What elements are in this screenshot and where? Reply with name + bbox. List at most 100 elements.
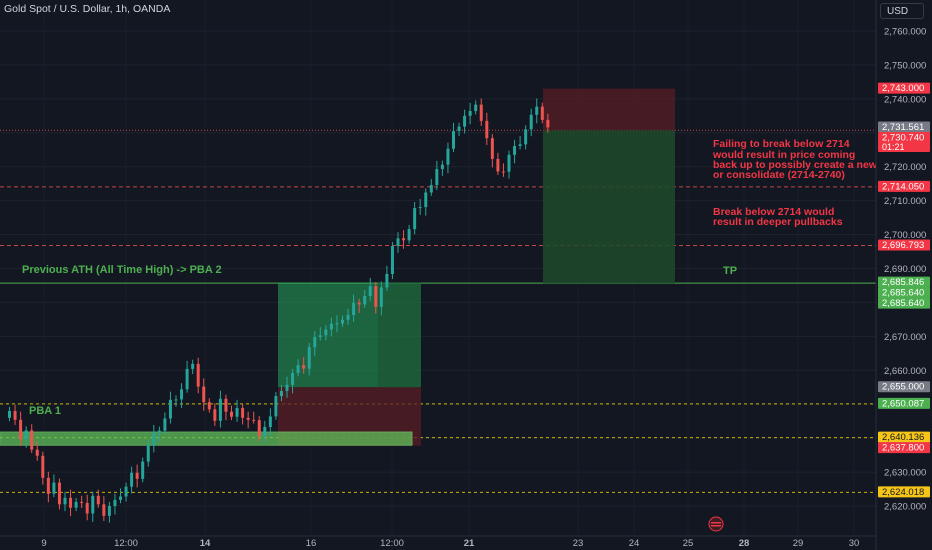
y-tick-label: 2,750.000 [884, 60, 926, 71]
candle-body [396, 238, 400, 247]
x-tick-label: 14 [200, 538, 211, 549]
candle-body [452, 131, 455, 149]
failing-note-line: would result in price coming [712, 149, 855, 161]
candle-body [8, 410, 11, 418]
candle-body [80, 501, 84, 503]
candle-body [496, 158, 500, 172]
pba1-zone[interactable] [0, 431, 413, 446]
candle-body [535, 106, 539, 115]
price-label-bg [878, 239, 930, 251]
price-label-bg [878, 397, 930, 409]
candle-body [107, 506, 111, 516]
price-label-bg [878, 82, 930, 94]
tradingview-logo-icon [708, 516, 724, 532]
price-label: 2,640.136 [882, 432, 924, 443]
candle-body [540, 106, 544, 120]
candle-body [390, 246, 394, 274]
price-label-bg [878, 431, 930, 443]
price-label: 2,637.800 [882, 443, 924, 454]
candle-body [35, 449, 39, 456]
candle-body [379, 287, 383, 307]
candle-body [429, 185, 433, 193]
candle-body [152, 433, 156, 446]
pba1-rect [0, 431, 413, 446]
candle-body [63, 497, 67, 505]
x-tick-label: 24 [629, 538, 640, 549]
candle-body [279, 390, 283, 397]
price-label: 2,685.640 [882, 288, 924, 299]
candle-body [69, 497, 73, 508]
price-label-bg [878, 486, 930, 498]
candle-body [74, 501, 78, 508]
failing-note-line: back up to possibly create a new ATH [713, 159, 900, 171]
y-tick-label: 2,630.000 [884, 468, 926, 479]
candle-body [196, 363, 200, 387]
candle-body [252, 419, 256, 421]
candle-body [346, 314, 350, 320]
candle-body [141, 461, 145, 479]
price-label-bg [878, 180, 930, 192]
candle-body [96, 495, 100, 505]
candle-body [385, 273, 389, 288]
candle-body [218, 398, 222, 421]
candle-body [546, 119, 550, 128]
candle-body [257, 420, 261, 437]
price-label: 2,685.846 [882, 277, 924, 288]
candle-body [246, 417, 250, 420]
price-label: 2,685.640 [882, 298, 924, 309]
candle-body [507, 154, 511, 172]
candle-body [46, 477, 50, 494]
candle-body [24, 430, 28, 440]
candle-body [463, 115, 467, 127]
candle-body [479, 104, 483, 121]
x-tick-label: 30 [849, 538, 860, 549]
price-label: 2,731.561 [882, 122, 924, 133]
failing-note-line: Failing to break below 2714 [713, 138, 850, 150]
candle-body [202, 386, 206, 403]
candle-body [146, 445, 150, 462]
candle-body [41, 455, 45, 478]
candle-body [435, 169, 439, 186]
candle-body [102, 504, 106, 516]
y-tick-label: 2,670.000 [884, 332, 926, 343]
y-tick-label: 2,720.000 [884, 162, 926, 173]
level-lines [0, 129, 876, 493]
candle-body [230, 411, 233, 417]
price-label-bg [878, 287, 930, 299]
price-label-bg [878, 297, 930, 309]
candle-body [135, 472, 139, 479]
candle-body [357, 302, 361, 305]
pba1-label: PBA 1 [29, 405, 61, 417]
candle-body [157, 430, 161, 434]
candle-body [529, 114, 533, 130]
candle-body [85, 502, 89, 514]
candle-body [513, 146, 517, 155]
x-tick-label: 25 [683, 538, 694, 549]
y-tick-label: 2,710.000 [884, 196, 926, 207]
candle-body [207, 402, 211, 410]
x-tick-label: 29 [793, 538, 804, 549]
y-tick-label: 2,620.000 [884, 502, 926, 513]
candle-body [329, 323, 333, 330]
candle-body [180, 389, 184, 400]
price-label: 2,743.000 [882, 83, 924, 94]
currency-selector[interactable]: USD [880, 3, 924, 19]
candle-body [52, 482, 56, 494]
candle-body [524, 129, 528, 145]
break-note-line: Break below 2714 would [713, 206, 834, 218]
time-axis[interactable]: 9 12:00 14 16 12:00 21 23 24 25 28 29 30 [41, 538, 859, 549]
price-label-bg [878, 121, 930, 133]
price-label: 2,655.000 [882, 382, 924, 393]
break-note-line: result in deeper pullbacks [713, 216, 843, 228]
candle-body [241, 407, 245, 418]
candle-body [30, 430, 34, 450]
candle-body [413, 208, 417, 230]
failing-note-line: or consolidate (2714-2740) [713, 169, 845, 181]
candle-body [19, 419, 23, 440]
candle-body [424, 192, 428, 208]
candle-body [402, 238, 406, 241]
price-label-bg [878, 276, 930, 288]
candle-body [363, 295, 367, 305]
